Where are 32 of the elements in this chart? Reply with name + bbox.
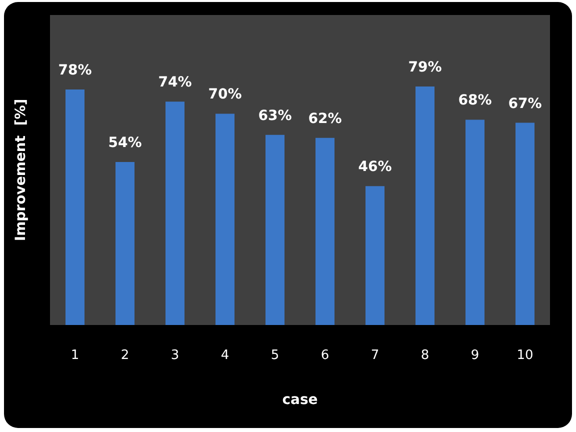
x-tick-label: 5 — [270, 348, 280, 363]
data-label: 70% — [208, 86, 242, 103]
bar — [66, 90, 84, 325]
data-label: 78% — [58, 62, 92, 79]
data-label: 62% — [308, 110, 342, 127]
bar — [366, 186, 384, 325]
bar — [416, 86, 434, 325]
x-tick-label: 2 — [120, 348, 130, 363]
bar — [266, 134, 284, 325]
data-label: 79% — [408, 60, 442, 76]
x-tick-label: 6 — [320, 348, 330, 363]
bar — [516, 122, 534, 325]
data-label: 68% — [458, 92, 492, 109]
bar — [216, 114, 234, 325]
bar — [316, 138, 334, 325]
x-tick-label: 1 — [70, 348, 80, 363]
x-tick-label: 9 — [470, 348, 480, 363]
x-tick-label: 8 — [420, 348, 430, 363]
bar — [466, 120, 484, 325]
y-axis-title: Improvement [%] — [13, 98, 29, 242]
bar — [116, 162, 134, 325]
x-tick-label: 3 — [170, 348, 180, 363]
data-label: 67% — [508, 96, 542, 112]
data-label: 46% — [358, 159, 392, 176]
x-tick-label: 4 — [220, 348, 230, 363]
bar — [166, 102, 184, 325]
data-label: 63% — [258, 108, 292, 124]
data-label: 74% — [158, 74, 192, 91]
data-label: 54% — [108, 135, 142, 151]
x-tick-label: 10 — [516, 348, 534, 363]
x-axis-title: case — [282, 392, 318, 408]
x-tick-label: 7 — [370, 348, 380, 363]
